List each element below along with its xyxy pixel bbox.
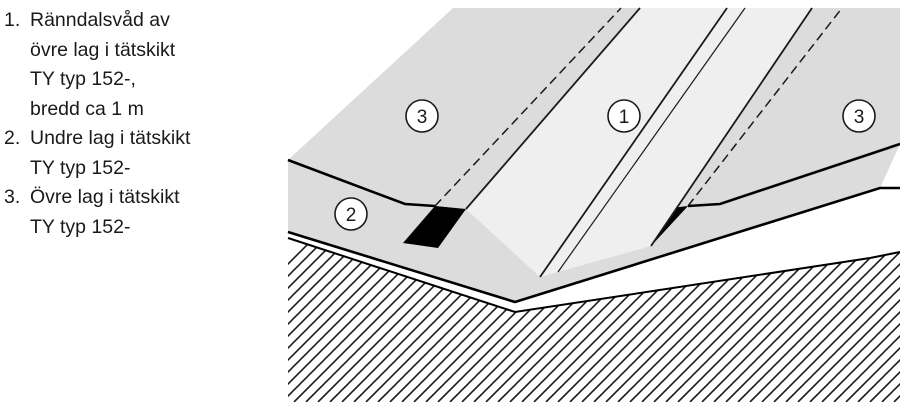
callout-3-right: 3 (842, 99, 876, 133)
legend-text-line: bredd ca 1 m (30, 97, 144, 120)
hatch-line (677, 238, 859, 402)
upper-layer-edge (287, 158, 436, 208)
hatch-line (288, 238, 343, 402)
hatch-line (713, 238, 895, 402)
hatch-line (701, 238, 883, 402)
legend-item-2: 2. Undre lag i tätskikt TY typ 152- (4, 124, 190, 183)
hatch-line (689, 238, 871, 402)
callout-label: 2 (346, 205, 357, 226)
hatch-line (833, 238, 900, 402)
callout-label: 1 (619, 107, 630, 128)
substrate-top-edge (287, 237, 900, 314)
lower-layer-edge (287, 186, 900, 304)
dashed-overlap-line (434, 7, 622, 207)
strip-centre-line (557, 7, 746, 273)
hatch-line (288, 238, 331, 402)
legend-item-3: 3. Övre lag i tätskikt TY typ 152- (4, 183, 190, 242)
callout-1-center: 1 (607, 99, 641, 133)
legend-list: 1. Ränndalsvåd av övre lag i tätskikt TY… (4, 6, 190, 242)
valley-strip (466, 8, 812, 277)
hatch-line (845, 238, 900, 402)
legend-item-1: 1. Ränndalsvåd av övre lag i tätskikt TY… (4, 6, 190, 124)
hatch-line (773, 238, 900, 402)
legend-text-line: TY typ 152- (30, 215, 131, 238)
hatch-line (761, 238, 900, 402)
callout-3-left: 3 (405, 99, 439, 133)
hatch-line (749, 238, 900, 402)
legend-text-line: Ränndalsvåd av (30, 9, 170, 31)
hatch-line (857, 238, 900, 402)
callout-2-left: 2 (334, 197, 368, 231)
legend-text-line: TY typ 152-, (30, 68, 136, 90)
legend-text-line: övre lag i tätskikt (30, 38, 176, 61)
legend-text-line: Undre lag i tätskikt (30, 127, 191, 149)
hatch-line (288, 238, 355, 402)
hatch-line (785, 238, 900, 402)
upper-layer-edge (687, 142, 900, 208)
hatch-line (797, 238, 900, 402)
callout-label: 3 (417, 107, 428, 128)
legend-number: 3. (4, 186, 21, 208)
strip-edge-line (539, 7, 728, 278)
hatch-line (821, 238, 900, 402)
hatch-line (665, 238, 847, 402)
legend-text-line: TY typ 152- (30, 156, 131, 179)
legend-number: 2. (4, 127, 21, 149)
callout-label: 3 (854, 107, 865, 128)
hatch-line (809, 238, 900, 402)
legend-text-line: Övre lag i tätskikt (30, 186, 180, 208)
legend-number: 1. (4, 9, 21, 31)
strip-edge-line (650, 7, 813, 247)
left-edge-black-fill (403, 206, 466, 248)
strip-edge-line (465, 7, 641, 210)
